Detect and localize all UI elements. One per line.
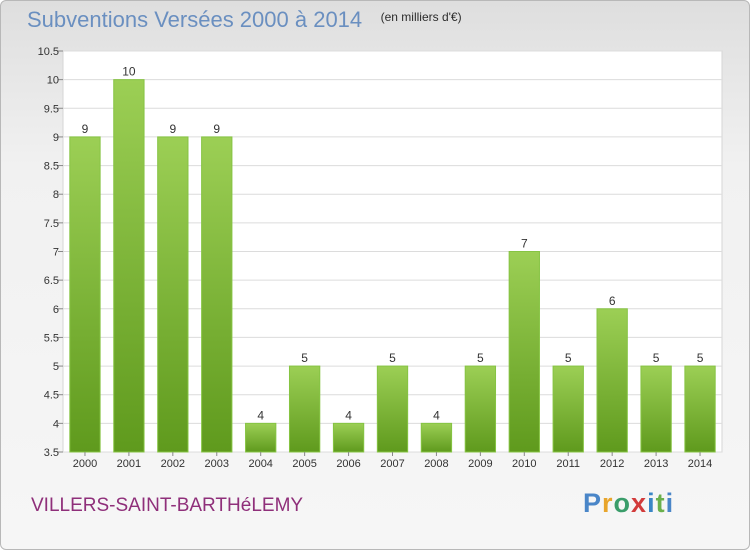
- data-label: 5: [301, 351, 308, 365]
- data-label: 4: [345, 408, 352, 422]
- data-label: 5: [477, 351, 484, 365]
- y-tick-label: 6: [53, 304, 59, 316]
- x-tick-label: 2008: [424, 458, 448, 470]
- y-tick-label: 4.5: [44, 390, 59, 402]
- bar: [420, 422, 453, 453]
- logo-letter: o: [613, 488, 632, 518]
- logo-letter: i: [665, 488, 675, 518]
- data-label: 9: [82, 122, 89, 136]
- x-tick-label: 2005: [292, 458, 316, 470]
- y-tick-label: 9.5: [44, 103, 59, 115]
- logo-letter: x: [631, 488, 648, 518]
- y-tick-label: 6.5: [44, 275, 59, 287]
- title-row: Subventions Versées 2000 à 2014 (en mill…: [27, 7, 462, 33]
- bar: [69, 136, 101, 453]
- proxiti-logo: Proxiti: [583, 488, 674, 519]
- y-tick-label: 5.5: [44, 332, 59, 344]
- y-tick-label: 3.5: [44, 447, 59, 459]
- data-label: 7: [521, 237, 528, 251]
- data-label: 9: [169, 122, 176, 136]
- x-tick-label: 2010: [512, 458, 536, 470]
- x-tick-label: 2003: [205, 458, 229, 470]
- y-tick-label: 7.5: [44, 218, 59, 230]
- x-tick-label: 2000: [73, 458, 97, 470]
- bar: [552, 365, 584, 453]
- data-label: 6: [609, 294, 616, 308]
- y-tick-label: 8.5: [44, 161, 59, 173]
- bar: [596, 308, 628, 453]
- bars: [69, 79, 716, 453]
- y-tick-label: 10.5: [38, 46, 59, 58]
- y-tick-label: 7: [53, 247, 59, 259]
- chart-title: Subventions Versées 2000 à 2014: [27, 7, 363, 32]
- bar: [157, 136, 189, 453]
- commune-name: VILLERS-SAINT-BARTHéLEMY: [31, 495, 304, 516]
- y-tick-label: 8: [53, 189, 59, 201]
- bar: [288, 365, 321, 453]
- x-tick-label: 2009: [468, 458, 492, 470]
- x-tick-label: 2011: [556, 458, 580, 470]
- x-tick-label: 2007: [380, 458, 404, 470]
- data-label: 4: [257, 408, 264, 422]
- logo-letter: P: [583, 488, 603, 518]
- logo-letter: t: [655, 488, 666, 518]
- y-tick-label: 9: [53, 132, 59, 144]
- data-label: 9: [213, 122, 220, 136]
- bar: [508, 251, 540, 453]
- x-tick-label: 2014: [688, 458, 712, 470]
- bar: [113, 79, 145, 453]
- bar: [684, 365, 716, 453]
- x-tick-label: 2001: [117, 458, 141, 470]
- bar: [245, 422, 277, 453]
- x-tick-label: 2012: [600, 458, 624, 470]
- y-tick-label: 10: [47, 75, 59, 87]
- bar: [464, 365, 497, 453]
- x-tick-label: 2013: [644, 458, 668, 470]
- y-tick-label: 4: [53, 418, 59, 430]
- data-label: 10: [122, 65, 136, 79]
- x-tick-label: 2006: [336, 458, 360, 470]
- data-label: 5: [389, 351, 396, 365]
- y-tick-labels: 3.5 4 4.5 5 5.5 6 6.5 7 7.5 8 8.5 9 9.5 10 10.5: [38, 46, 59, 459]
- data-labels: 9 10 9 9 4 5 4 5 4 5 7 5 6 5 5: [82, 65, 704, 423]
- x-tick-labels: 2000 2001 2002 2003 2004 2005 2006 2007 2008 2009…: [73, 452, 712, 470]
- data-label: 5: [697, 351, 704, 365]
- data-label: 4: [433, 408, 440, 422]
- bar: [332, 422, 365, 453]
- x-tick-label: 2004: [248, 458, 272, 470]
- logo-letter: r: [602, 488, 614, 518]
- y-tick-label: 5: [53, 361, 59, 373]
- data-label: 5: [565, 351, 572, 365]
- logo-letter: i: [647, 488, 656, 518]
- data-label: 5: [653, 351, 660, 365]
- chart-subtitle: (en milliers d'€): [380, 10, 462, 24]
- x-tick-label: 2002: [161, 458, 185, 470]
- bar: [201, 136, 233, 453]
- bar: [640, 365, 672, 453]
- bar: [376, 365, 409, 453]
